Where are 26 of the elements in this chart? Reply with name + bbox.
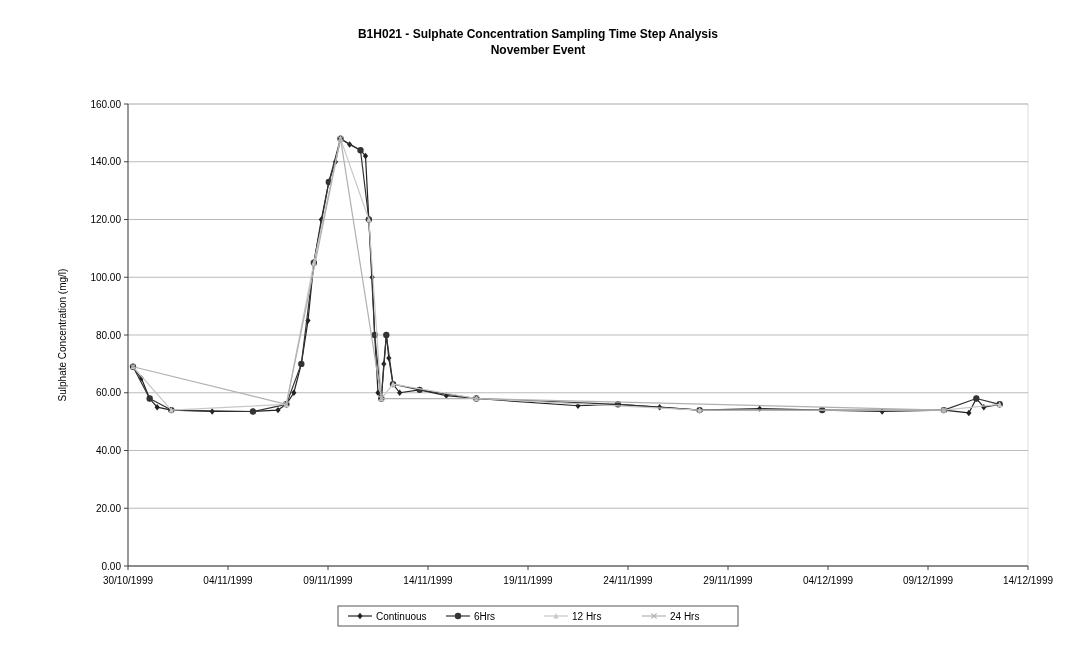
x-tick-label: 04/11/1999 — [203, 575, 254, 586]
chart-subtitle: November Event — [490, 43, 586, 57]
y-tick-label: 100.00 — [90, 271, 122, 283]
y-tick-label: 40.00 — [95, 445, 122, 456]
x-tick-label: 30/10/1999 — [102, 575, 154, 586]
legend-label: Continuous — [376, 610, 427, 622]
y-tick-label: 60.00 — [95, 387, 122, 399]
y-axis-title: Sulphate Concentration (mg/l) — [57, 268, 68, 402]
y-tick-label: 20.00 — [95, 502, 122, 514]
x-tick-label: 14/11/1999 — [403, 575, 454, 586]
x-tick-label: 04/12/1999 — [802, 575, 854, 586]
y-tick-label: 160.00 — [90, 98, 122, 110]
chart-title: B1H021 - Sulphate Concentration Sampling Time Step Analysis — [357, 27, 719, 41]
y-tick-label: 80.00 — [95, 329, 122, 341]
y-tick-label: 0.00 — [101, 560, 122, 572]
legend-label: 24 Hrs — [670, 610, 700, 622]
y-tick-label: 120.00 — [90, 214, 122, 225]
y-tick-label: 140.00 — [90, 156, 122, 168]
x-tick-label: 29/11/1999 — [703, 575, 754, 586]
x-tick-label: 19/11/1999 — [503, 575, 554, 586]
x-tick-label: 14/12/1999 — [1002, 575, 1054, 586]
x-tick-label: 24/11/1999 — [603, 575, 654, 586]
x-tick-label: 09/12/1999 — [902, 575, 954, 586]
legend-label: 6Hrs — [474, 610, 496, 622]
x-tick-label: 09/11/1999 — [303, 575, 354, 586]
legend-label: 12 Hrs — [572, 610, 602, 622]
